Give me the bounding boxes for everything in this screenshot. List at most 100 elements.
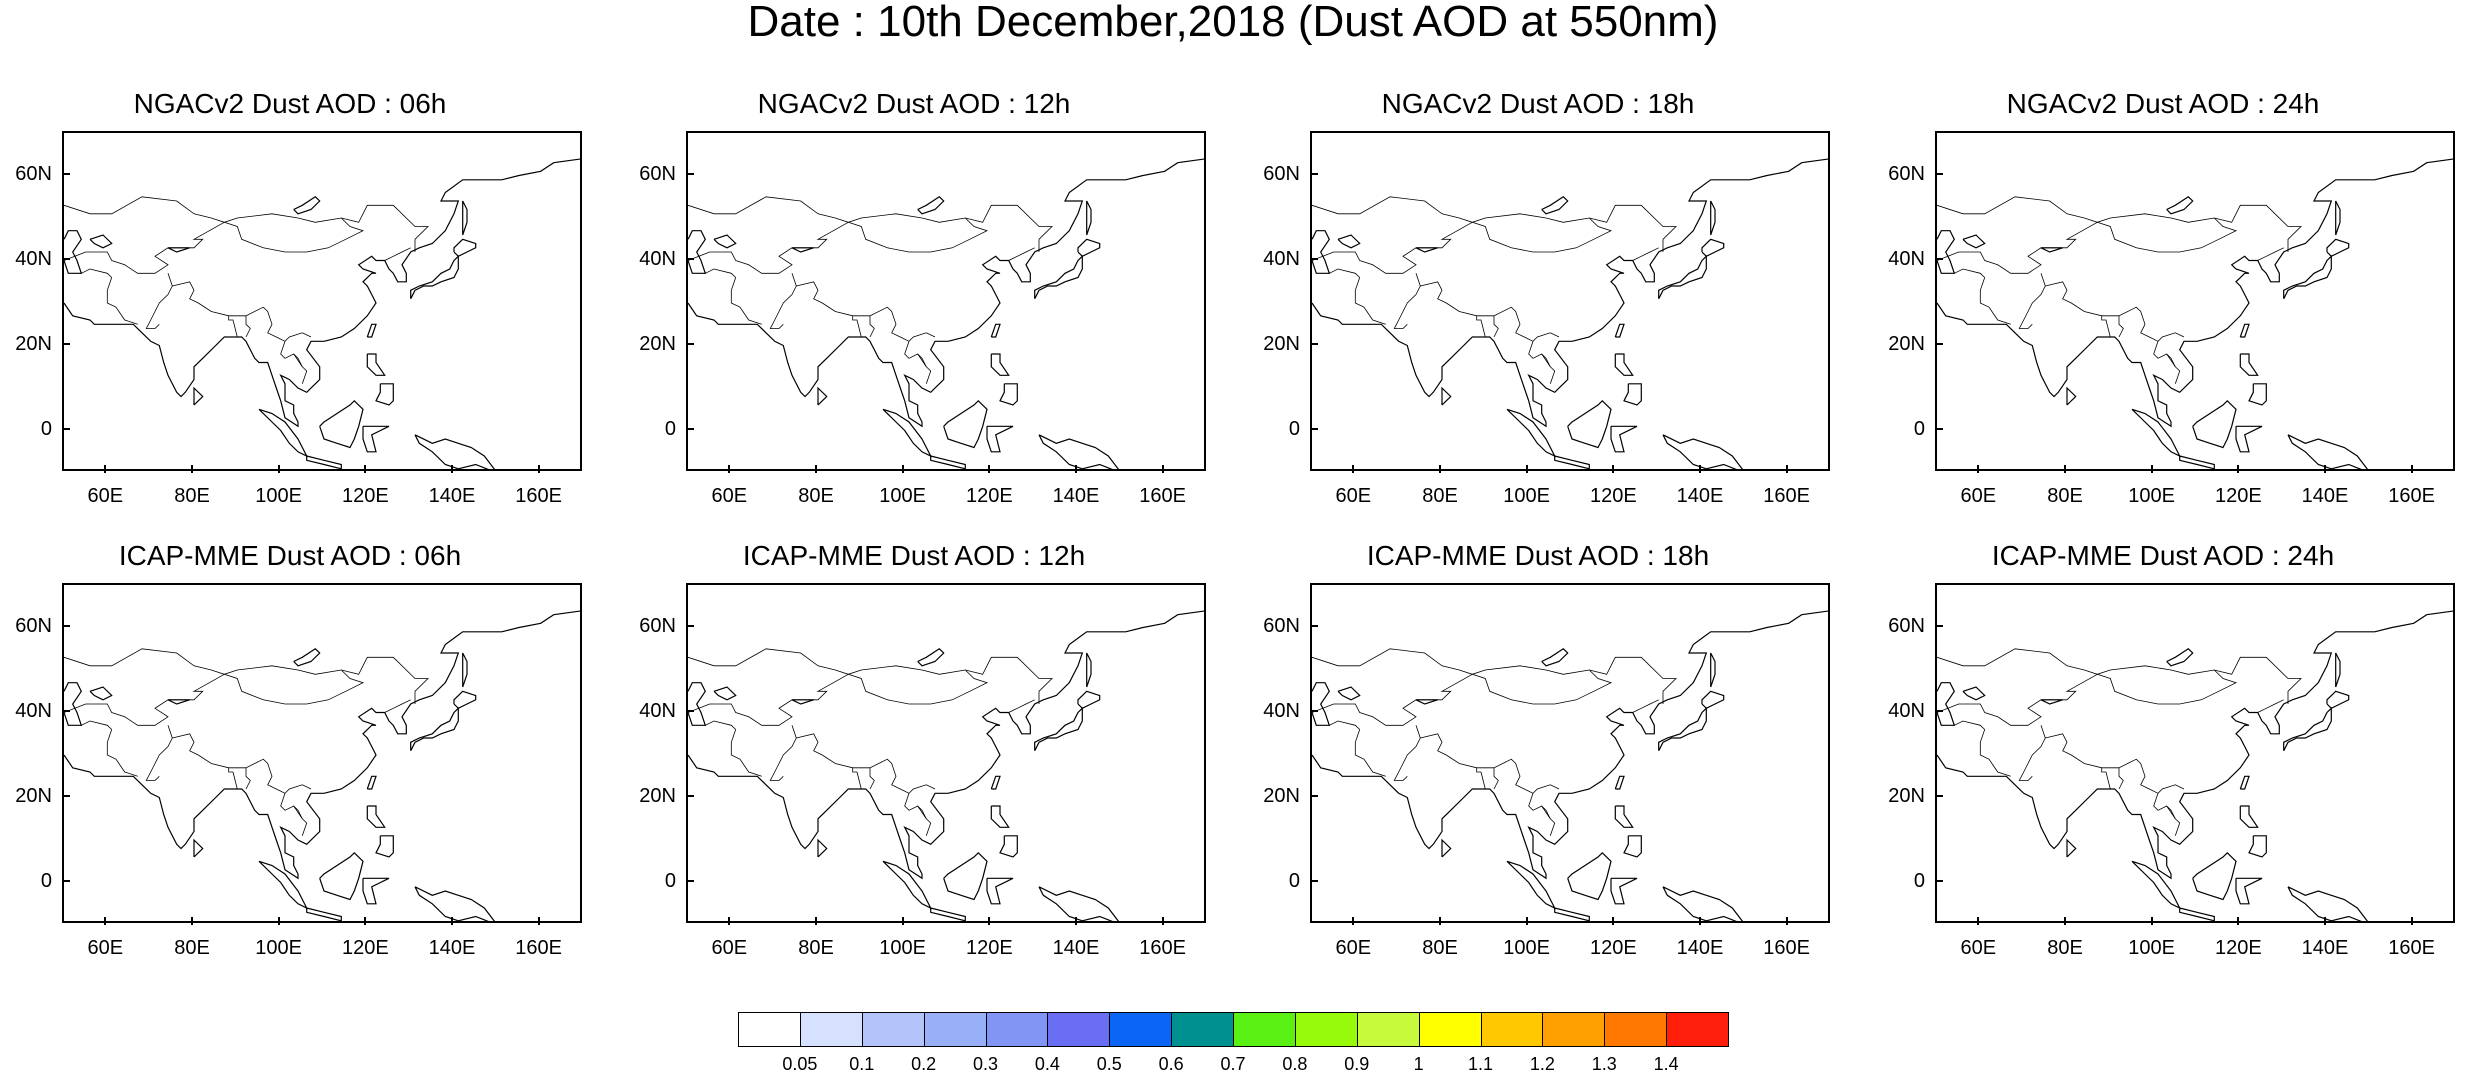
lon-tick-mark [728, 465, 731, 473]
coastline [990, 775, 1001, 790]
lon-tick-label: 140E [1052, 937, 1100, 959]
coastline [943, 851, 988, 901]
coastline [1567, 399, 1612, 449]
lat-tick-mark [686, 427, 694, 430]
country-border [852, 767, 862, 790]
coastline [2066, 386, 2077, 406]
lat-tick-mark [1310, 257, 1318, 260]
coastline [999, 835, 1018, 858]
lon-tick-label: 80E [174, 937, 210, 959]
coastline [990, 353, 1010, 376]
colorbar-swatch [1666, 1012, 1729, 1047]
coastline [1312, 682, 1331, 726]
country-border [917, 805, 927, 819]
lat-tick-mark [1935, 172, 1943, 175]
lat-tick-label: 60N [1888, 614, 1925, 637]
lon-tick-mark [1977, 465, 1980, 473]
coastline [64, 158, 580, 428]
lon-tick-label: 120E [2214, 485, 2262, 507]
coastline [990, 323, 1001, 338]
colorbar-label: 0.9 [1344, 1054, 1370, 1074]
lat-tick-mark [1935, 257, 1943, 260]
coastline [1614, 323, 1625, 338]
lon-tick-mark [537, 917, 540, 925]
coastline [882, 408, 933, 458]
coastline [1312, 230, 1331, 274]
lon-tick-mark [1612, 917, 1615, 925]
lat-tick-label: 40N [1888, 247, 1925, 270]
lon-tick-label: 160E [2388, 937, 2436, 959]
country-border [81, 720, 112, 730]
lat-tick-mark [1935, 624, 1943, 627]
coastline [1662, 886, 1743, 921]
lat-tick-label: 60N [15, 614, 52, 637]
coastline-map [1937, 158, 2453, 469]
lon-tick-label: 120E [2214, 937, 2262, 959]
coastline [2335, 200, 2341, 236]
country-border [769, 273, 797, 329]
lon-tick-mark [277, 917, 280, 925]
coastline [319, 399, 364, 449]
colorbar-swatch [799, 1012, 863, 1047]
lon-tick-mark [1785, 917, 1788, 925]
country-border [2153, 793, 2181, 836]
lat-tick-mark [62, 794, 70, 797]
lon-tick-mark [2237, 917, 2240, 925]
country-border [688, 648, 1053, 704]
coastline [986, 425, 1014, 453]
lat-tick-label: 60N [639, 162, 676, 185]
lat-tick-label: 20N [1263, 784, 1300, 807]
lat-tick-mark [1935, 342, 1943, 345]
colorbar-label: 0.3 [972, 1054, 999, 1074]
country-border [145, 273, 173, 329]
colorbar-label: 1 [1413, 1054, 1424, 1074]
coastline [366, 323, 377, 338]
coastline [999, 383, 1018, 406]
lon-tick-mark [191, 465, 193, 473]
coastline [882, 860, 933, 910]
country-border [1937, 196, 2302, 252]
country-border [64, 673, 225, 726]
lat-tick-label: 20N [15, 784, 52, 807]
coastline [2066, 838, 2077, 858]
coastline [1610, 425, 1638, 453]
lat-tick-label: 40N [1263, 247, 1300, 270]
country-border [1493, 767, 1499, 790]
country-border [730, 729, 762, 777]
lon-tick-mark [277, 465, 280, 473]
country-border [1312, 196, 1677, 252]
lat-tick-label: 0 [40, 417, 52, 440]
lon-tick-label: 160E [2388, 485, 2436, 507]
coastline [2166, 648, 2194, 667]
coastline [2326, 690, 2350, 710]
coastline [306, 907, 342, 921]
lon-tick-label: 160E [1139, 485, 1187, 507]
coastline [943, 399, 988, 449]
country-border [1354, 277, 1386, 325]
coastline [375, 835, 394, 858]
coastline [1337, 234, 1361, 249]
lon-tick-label: 160E [1763, 485, 1811, 507]
coastline [791, 247, 814, 253]
coastline [293, 196, 321, 215]
coastline-map [688, 610, 1204, 921]
coastline [2179, 455, 2215, 469]
country-border [1329, 268, 1360, 278]
coastline [414, 434, 495, 469]
lat-tick-mark [1310, 624, 1318, 627]
colorbar-label: 1.1 [1467, 1054, 1494, 1074]
country-border [2153, 341, 2181, 384]
lat-tick-label: 20N [1888, 784, 1925, 807]
lon-tick-mark [1161, 917, 1164, 925]
country-border [2118, 315, 2124, 338]
country-border [64, 648, 429, 704]
lon-tick-mark [1525, 465, 1528, 473]
lon-tick-mark [1439, 917, 1441, 925]
coastline [64, 610, 580, 880]
colorbar-label: 1.2 [1529, 1054, 1555, 1074]
coastline [193, 386, 204, 406]
coastline-map [1312, 158, 1828, 469]
lat-tick-mark [686, 709, 694, 712]
lon-tick-mark [901, 465, 904, 473]
coastline [366, 353, 386, 376]
